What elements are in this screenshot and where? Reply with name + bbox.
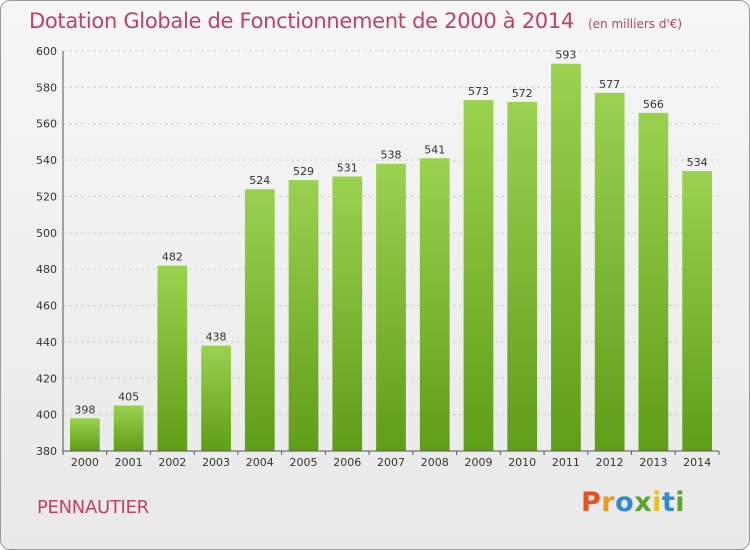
x-tick-label-2007: 2007 — [377, 456, 405, 469]
chart-title: Dotation Globale de Fonctionnement de 20… — [29, 9, 682, 33]
bar-2011 — [551, 63, 581, 452]
x-tick-label-2005: 2005 — [290, 456, 318, 469]
x-tick-label-2000: 2000 — [71, 456, 99, 469]
x-tick-label-2009: 2009 — [464, 456, 492, 469]
y-tick-label: 580 — [36, 81, 57, 94]
x-tick-label-2011: 2011 — [552, 456, 580, 469]
y-tick-label: 500 — [36, 227, 57, 240]
y-tick-label: 560 — [36, 118, 57, 131]
bar-2010 — [507, 101, 538, 451]
x-tick-label-2012: 2012 — [596, 456, 624, 469]
bar-2014 — [682, 171, 713, 451]
data-label-2003: 438 — [206, 331, 227, 344]
x-tick-label-2004: 2004 — [246, 456, 274, 469]
data-label-2006: 531 — [337, 161, 358, 174]
data-label-2000: 398 — [74, 403, 95, 416]
data-label-2002: 482 — [162, 251, 183, 264]
bar-2012 — [594, 92, 625, 452]
data-label-2011: 593 — [555, 49, 576, 62]
bar-2007 — [376, 163, 406, 451]
bar-2008 — [419, 158, 450, 452]
data-label-2010: 572 — [512, 87, 533, 100]
axis-layer: 380 400 420 440 460 480 500 520 540 560 580 600 398 2… — [36, 45, 720, 469]
y-tick-label: 440 — [36, 336, 57, 349]
x-tick-label-2002: 2002 — [158, 456, 186, 469]
x-tick-label-2003: 2003 — [202, 456, 230, 469]
y-tick-label: 480 — [36, 263, 57, 276]
y-tick-label: 400 — [36, 409, 57, 422]
brand-logo: Proxiti — [581, 487, 685, 518]
data-label-2004: 524 — [249, 174, 270, 187]
data-label-2012: 577 — [599, 78, 620, 91]
y-tick-label: 460 — [36, 300, 57, 313]
x-tick-label-2010: 2010 — [508, 456, 536, 469]
data-label-2009: 573 — [468, 85, 489, 98]
bar-2003 — [201, 345, 231, 451]
brand-letter: P — [581, 487, 602, 518]
bar-2000 — [69, 418, 100, 451]
brand-letter: i — [675, 487, 686, 518]
data-label-2014: 534 — [687, 156, 708, 169]
data-label-2007: 538 — [381, 149, 402, 162]
bar-2013 — [638, 112, 669, 452]
data-label-2005: 529 — [293, 165, 314, 178]
y-tick-label: 420 — [36, 372, 57, 385]
y-tick-label: 540 — [36, 154, 57, 167]
x-tick-label-2001: 2001 — [115, 456, 143, 469]
y-tick-label: 600 — [36, 45, 57, 58]
y-tick-label: 520 — [36, 190, 57, 203]
data-label-2008: 541 — [424, 143, 445, 156]
brand-letter: x — [634, 487, 653, 518]
x-tick-label-2008: 2008 — [421, 456, 449, 469]
y-tick-label: 380 — [36, 445, 57, 458]
x-tick-label-2006: 2006 — [333, 456, 361, 469]
chart-title-text: Dotation Globale de Fonctionnement de 20… — [29, 9, 574, 33]
commune-name: PENNAUTIER — [37, 497, 149, 518]
bar-2004 — [244, 189, 275, 451]
bar-2002 — [157, 265, 188, 451]
bars-layer — [69, 63, 713, 452]
data-label-2001: 405 — [118, 391, 139, 404]
brand-letter: o — [615, 487, 635, 518]
brand-letter: t — [661, 487, 676, 518]
x-tick-label-2013: 2013 — [639, 456, 667, 469]
bar-2001 — [113, 405, 144, 451]
x-tick-label-2014: 2014 — [683, 456, 711, 469]
bar-2009 — [463, 100, 494, 451]
bar-2005 — [288, 180, 319, 451]
bar-2006 — [332, 176, 363, 452]
brand-letter: r — [601, 487, 616, 518]
unit-note: (en milliers d'€) — [587, 17, 683, 31]
data-label-2013: 566 — [643, 98, 664, 111]
brand-letter: i — [652, 487, 662, 518]
